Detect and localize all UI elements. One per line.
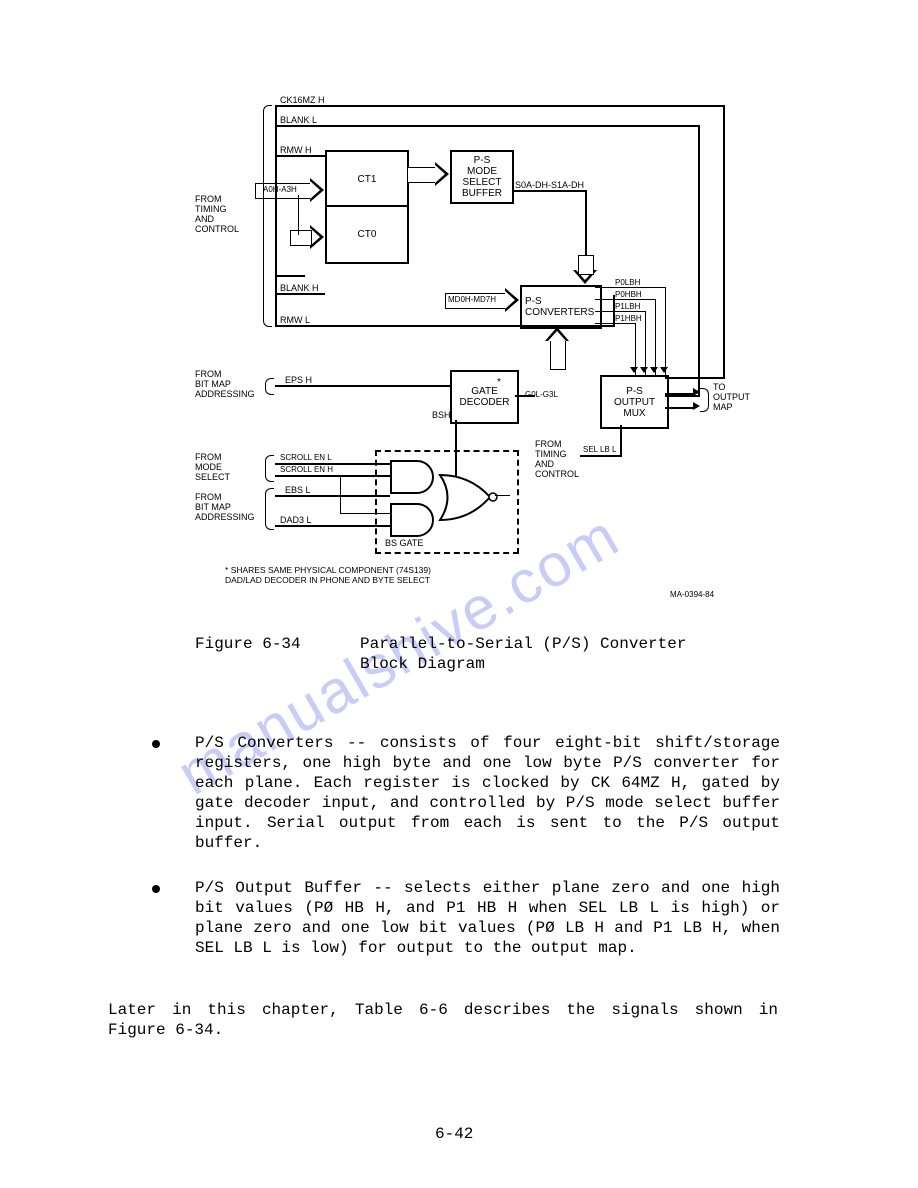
diagram-footnote: * SHARES SAME PHYSICAL COMPONENT (74S139… — [225, 565, 431, 585]
block-ct1: CT1 — [325, 150, 409, 209]
block-bs-gate-label: BS GATE — [385, 538, 423, 548]
sig-blank-h: BLANK H — [280, 283, 319, 293]
footnote-marker-on-block: * — [497, 377, 501, 388]
bullet-2-icon — [152, 885, 160, 893]
sig-scroll-en-l: SCROLL EN L — [280, 453, 332, 462]
sig-g0l-g3l: G0L-G3L — [525, 390, 558, 399]
src-timing-control-2: FROM TIMING AND CONTROL — [535, 440, 579, 480]
gate-and-2 — [390, 503, 434, 537]
sig-p1lbh: P1LBH — [615, 302, 640, 311]
block-ps-output-mux: P-S OUTPUT MUX — [600, 375, 669, 429]
sig-to-output-map: TO OUTPUT MAP — [713, 383, 750, 413]
sig-sel-lb-l: SEL LB L — [583, 445, 617, 454]
sig-eps-h: EPS H — [285, 375, 312, 385]
sig-ebs-l: EBS L — [285, 485, 311, 495]
bullet-1-text: P/S Converters -- consists of four eight… — [195, 733, 780, 853]
sig-p1hbh: P1HBH — [615, 314, 642, 323]
sig-p0hbh: P0HBH — [615, 290, 642, 299]
sig-bsh: BSH — [432, 410, 451, 420]
sig-s0a-s1a: S0A-DH-S1A-DH — [515, 180, 584, 190]
block-ps-mode-select-buffer: P-S MODE SELECT BUFFER — [450, 150, 514, 204]
figure-title-line1: Parallel-to-Serial (P/S) Converter — [360, 635, 686, 653]
block-gate-decoder: GATE DECODER — [450, 370, 519, 424]
sig-blank-l: BLANK L — [280, 115, 317, 125]
src-bitmap-addressing-2: FROM BIT MAP ADDRESSING — [195, 493, 255, 523]
sig-dad3-l: DAD3 L — [280, 515, 312, 525]
block-ps-converters: P-S CONVERTERS — [520, 285, 602, 329]
page-number: 6-42 — [435, 1125, 473, 1143]
sig-md0h-md7h: MD0H-MD7H — [448, 295, 496, 304]
bullet-1-icon — [152, 740, 160, 748]
block-diagram: CT1 CT0 P-S MODE SELECT BUFFER P-S CONVE… — [195, 95, 755, 605]
gate-and-1 — [390, 460, 434, 494]
bullet-2-text: P/S Output Buffer -- selects either plan… — [195, 878, 780, 958]
sig-p0lbh: P0LBH — [615, 278, 640, 287]
page: manualshive.com CT1 CT0 P-S MODE SELECT … — [0, 0, 918, 1188]
sig-rmw-h: RMW H — [280, 145, 312, 155]
closing-paragraph: Later in this chapter, Table 6-6 describ… — [108, 1000, 778, 1040]
figure-label: Figure 6-34 — [195, 635, 301, 653]
sig-ck16mz: CK16MZ H — [280, 95, 325, 105]
sig-rmw-l: RMW L — [280, 315, 310, 325]
src-timing-control-1: FROM TIMING AND CONTROL — [195, 195, 239, 235]
src-bitmap-addressing-1: FROM BIT MAP ADDRESSING — [195, 370, 255, 400]
doc-id: MA-0394-84 — [670, 590, 714, 599]
figure-title-line2: Block Diagram — [360, 655, 485, 673]
sig-scroll-en-h: SCROLL EN H — [280, 465, 333, 474]
block-ct0: CT0 — [325, 205, 409, 264]
src-mode-select: FROM MODE SELECT — [195, 453, 230, 483]
gate-or — [435, 470, 505, 525]
